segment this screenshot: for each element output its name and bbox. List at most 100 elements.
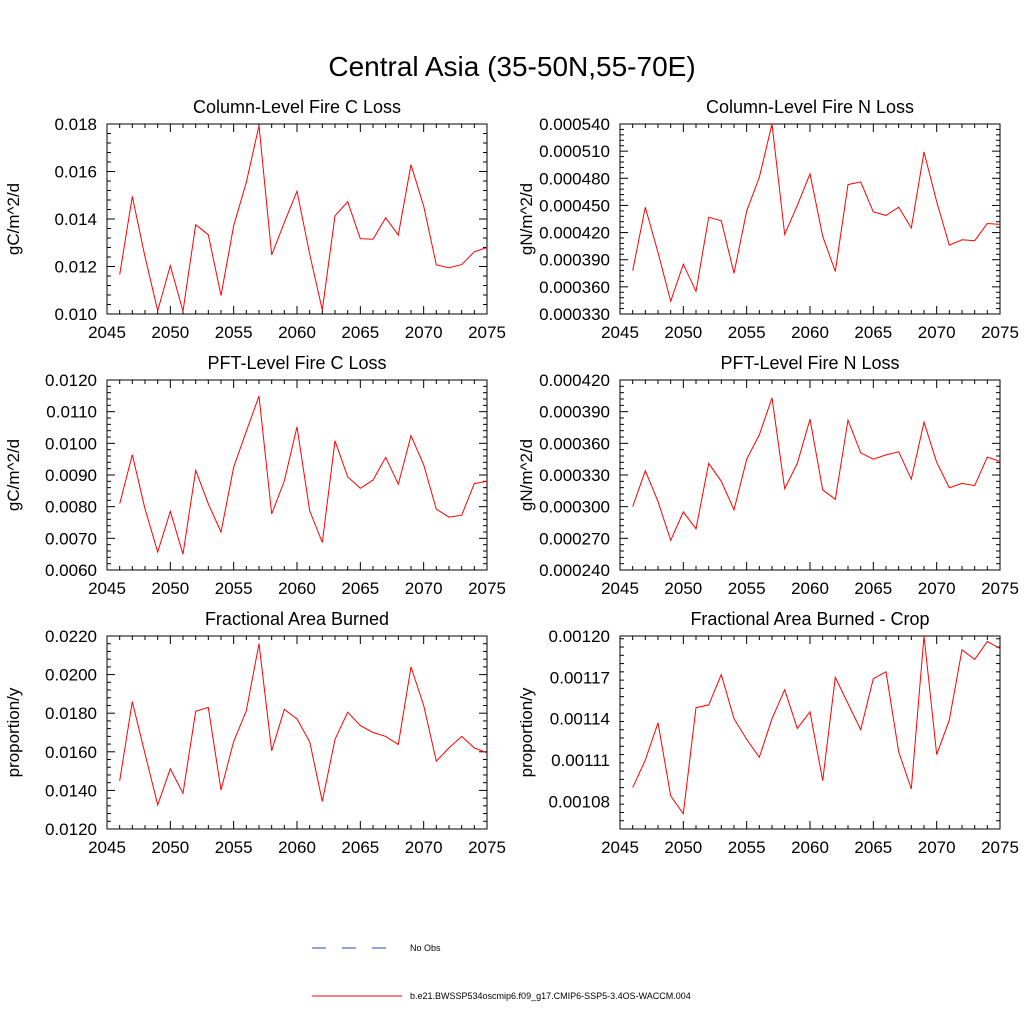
series-line-1 [119,125,488,312]
panel-5: Fractional Area Burned proportion/y 2045 20… [4,609,506,857]
y-tick-label: 0.000390 [539,403,610,422]
x-tick-label: 2045 [601,838,639,857]
y-tick-label: 0.00114 [550,710,610,729]
y-axis-label: proportion/y [517,687,536,777]
y-tick-label: 0.000330 [539,466,610,485]
x-tick-label: 2045 [601,579,639,598]
panel-title: Fractional Area Burned [205,609,389,629]
series-line-1 [119,395,488,555]
y-axis-label: gN/m^2/d [517,183,536,255]
y-axis-label: gN/m^2/d [517,439,536,511]
y-tick-label: 0.000300 [539,498,610,517]
x-tick-label: 2070 [405,323,443,342]
x-tick-label: 2075 [468,838,506,857]
series-line-1 [632,123,1001,304]
x-tick-label: 2065 [854,579,892,598]
y-tick-label: 0.000240 [539,561,610,580]
x-tick-label: 2060 [791,838,829,857]
y-tick-label: 0.016 [54,163,97,182]
plot-frame [106,379,488,571]
series-line-1 [632,397,1001,542]
x-tick-label: 2060 [791,323,829,342]
y-tick-label: 0.0120 [45,371,97,390]
x-tick-label: 2060 [278,323,316,342]
x-tick-label: 2065 [854,323,892,342]
y-axis-label: proportion/y [4,687,23,777]
x-tick-label: 2075 [981,579,1019,598]
y-tick-label: 0.000450 [539,196,610,215]
legend: No Obs b.e21.BWSSP534oscmip6.f09_g17.CMI… [312,943,691,1001]
x-tick-label: 2070 [918,838,956,857]
y-tick-label: 0.0160 [45,743,97,762]
y-tick-label: 0.0080 [45,498,97,517]
y-tick-label: 0.000420 [539,224,610,243]
x-tick-label: 2070 [918,579,956,598]
panel-title: Column-Level Fire C Loss [193,97,401,117]
y-tick-label: 0.00108 [549,792,610,811]
x-tick-label: 2045 [88,838,126,857]
y-tick-label: 0.0180 [45,704,97,723]
plot-frame [619,635,1001,830]
x-tick-label: 2055 [215,579,253,598]
x-tick-label: 2075 [981,323,1019,342]
y-tick-label: 0.000540 [539,115,610,134]
x-tick-label: 2050 [151,579,189,598]
x-tick-label: 2060 [791,579,829,598]
y-tick-label: 0.000480 [539,169,610,188]
x-tick-label: 2065 [341,838,379,857]
y-tick-label: 0.0200 [45,666,97,685]
y-tick-label: 0.014 [54,210,97,229]
x-tick-label: 2070 [405,838,443,857]
series-line-1 [632,635,1001,816]
y-tick-label: 0.000360 [539,278,610,297]
figure-title: Central Asia (35-50N,55-70E) [328,51,695,82]
y-tick-label: 0.0070 [45,529,97,548]
y-tick-label: 0.0140 [45,781,97,800]
y-tick-label: 0.00120 [549,627,610,646]
y-tick-label: 0.0100 [45,434,97,453]
y-tick-label: 0.018 [54,115,97,134]
y-tick-label: 0.012 [54,258,97,277]
y-tick-label: 0.00111 [551,751,610,770]
y-tick-label: 0.00117 [550,668,610,687]
y-tick-label: 0.000390 [539,251,610,270]
legend-label-model: b.e21.BWSSP534oscmip6.f09_g17.CMIP6-SSP5… [410,991,691,1001]
x-tick-label: 2055 [215,323,253,342]
x-tick-label: 2050 [664,579,702,598]
x-tick-label: 2045 [88,323,126,342]
x-tick-label: 2055 [728,579,766,598]
panel-title: PFT-Level Fire C Loss [207,353,386,373]
x-tick-label: 2065 [854,838,892,857]
y-tick-label: 0.0090 [45,466,97,485]
panel-2: Column-Level Fire N Loss gN/m^2/d 2045 2050… [517,97,1019,342]
panel-6: Fractional Area Burned - Crop proportion/… [517,609,1019,857]
x-tick-label: 2045 [601,323,639,342]
panel-3: PFT-Level Fire C Loss gC/m^2/d 2045 2050 205… [4,353,506,598]
y-tick-label: 0.0220 [45,627,97,646]
x-tick-label: 2050 [151,323,189,342]
x-tick-label: 2050 [664,323,702,342]
x-tick-label: 2065 [341,323,379,342]
x-tick-label: 2050 [151,838,189,857]
plot-frame [106,123,488,315]
plot-frame [619,123,1001,315]
panel-4: PFT-Level Fire N Loss gN/m^2/d 2045 2050 205… [517,353,1019,598]
x-tick-label: 2075 [468,323,506,342]
y-tick-label: 0.000420 [539,371,610,390]
y-tick-label: 0.000330 [539,305,610,324]
legend-label-no-obs: No Obs [410,943,441,953]
panel-title: Column-Level Fire N Loss [706,97,914,117]
x-tick-label: 2065 [341,579,379,598]
x-tick-label: 2070 [405,579,443,598]
y-tick-label: 0.000360 [539,434,610,453]
panel-title: PFT-Level Fire N Loss [720,353,899,373]
y-tick-label: 0.000270 [539,529,610,548]
y-tick-label: 0.010 [54,305,97,324]
y-tick-label: 0.000510 [539,142,610,161]
x-tick-label: 2055 [728,838,766,857]
x-tick-label: 2075 [468,579,506,598]
y-tick-label: 0.0060 [45,561,97,580]
x-tick-label: 2060 [278,579,316,598]
y-axis-label: gC/m^2/d [4,439,23,511]
